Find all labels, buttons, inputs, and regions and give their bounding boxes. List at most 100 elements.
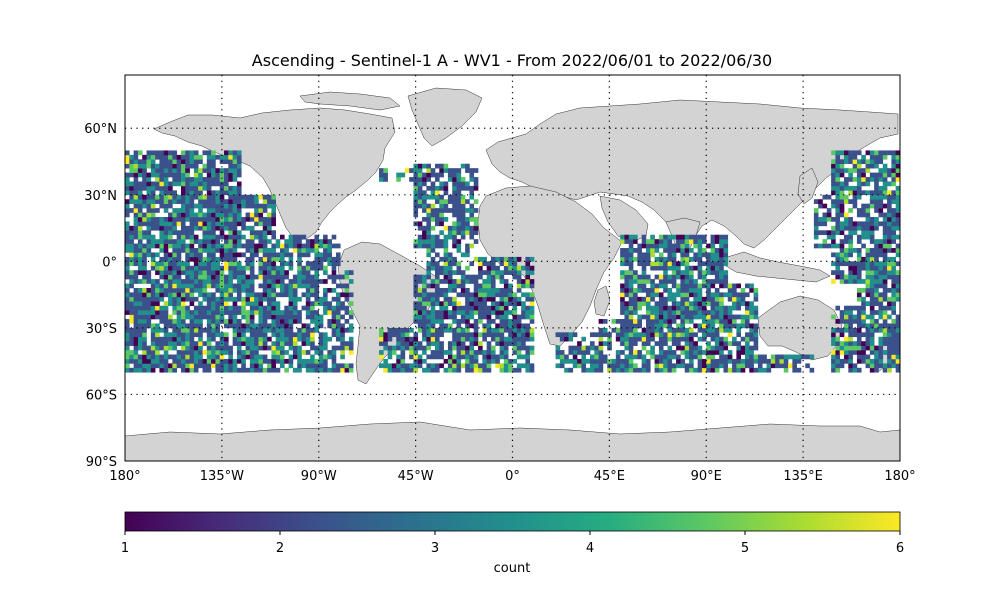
data-cell [331,243,337,249]
data-cell [701,363,707,369]
data-cell [882,363,888,369]
data-cell [159,230,165,236]
data-cell [628,234,634,240]
data-cell [258,265,264,271]
data-cell [435,319,440,324]
data-cell [318,345,324,351]
data-cell [258,274,264,280]
data-cell [400,363,406,369]
data-cell [624,314,630,320]
data-cell [241,332,246,338]
data-cell [469,305,475,311]
data-cell [168,270,173,275]
data-cell [318,332,324,338]
data-cell [740,296,746,302]
data-cell [620,261,625,267]
data-cell [865,354,871,360]
data-cell [831,363,836,369]
data-cell [180,225,186,231]
data-cell [318,314,324,320]
data-cell [254,358,259,364]
data-cell [865,274,871,280]
data-cell [155,323,160,329]
data-cell [241,252,246,258]
data-cell [125,270,130,275]
data-cell [508,336,513,342]
data-cell [465,208,470,213]
data-cell [663,358,668,364]
data-cell [645,305,651,311]
data-cell [219,234,225,240]
data-cell [460,212,466,218]
data-cell [719,301,724,307]
data-cell [155,177,160,182]
data-cell [628,261,634,267]
data-cell [211,327,216,333]
data-cell [236,243,242,249]
data-cell [137,292,143,298]
map-frame [124,74,901,462]
data-cell [137,287,143,293]
data-cell [168,341,173,346]
data-cell [775,363,780,369]
data-cell [818,199,823,204]
data-cell [719,336,724,342]
lon-tick-label: 90°W [301,469,337,484]
data-cell [142,172,147,178]
data-cell [435,239,440,244]
data-cell [245,323,251,329]
data-cell [176,323,182,329]
data-cell [271,212,276,218]
data-cell [456,190,462,196]
data-cell [271,283,276,289]
lon-tick-label: 0° [505,469,520,484]
data-cell [146,363,152,369]
data-cell [714,314,720,320]
data-cell [314,248,320,253]
data-cell [848,190,853,196]
data-cell [882,287,888,293]
data-cell [396,177,401,182]
data-cell [874,203,879,209]
data-cell [236,216,242,222]
data-cell [258,305,264,311]
data-cell [426,332,431,338]
data-cell [848,332,853,338]
data-cell [882,327,888,333]
data-cell [650,279,655,284]
data-cell [314,270,320,275]
data-cell [671,367,677,373]
data-cell [887,230,892,236]
data-cell [335,283,341,289]
data-cell [125,185,130,191]
data-cell [327,354,332,360]
data-cell [723,270,729,275]
data-cell [447,327,453,333]
data-cell [185,265,190,271]
data-cell [499,256,505,262]
data-cell [172,221,177,227]
data-cell [865,314,871,320]
data-cell [525,305,531,311]
data-cell [249,301,255,307]
data-cell [232,239,238,244]
data-cell [137,185,143,191]
data-cell [211,190,216,196]
data-cell [189,310,195,315]
data-cell [439,230,444,236]
data-cell [211,168,216,173]
data-cell [215,305,221,311]
data-cell [129,367,134,373]
data-cell [180,363,186,369]
data-cell [142,270,147,275]
data-cell [598,358,604,364]
data-cell [271,319,276,324]
data-cell [142,327,147,333]
data-cell [146,239,152,244]
data-cell [146,172,152,178]
data-cell [125,287,130,293]
data-cell [658,341,664,346]
data-cell [387,354,393,360]
data-cell [305,239,311,244]
data-cell [740,323,746,329]
